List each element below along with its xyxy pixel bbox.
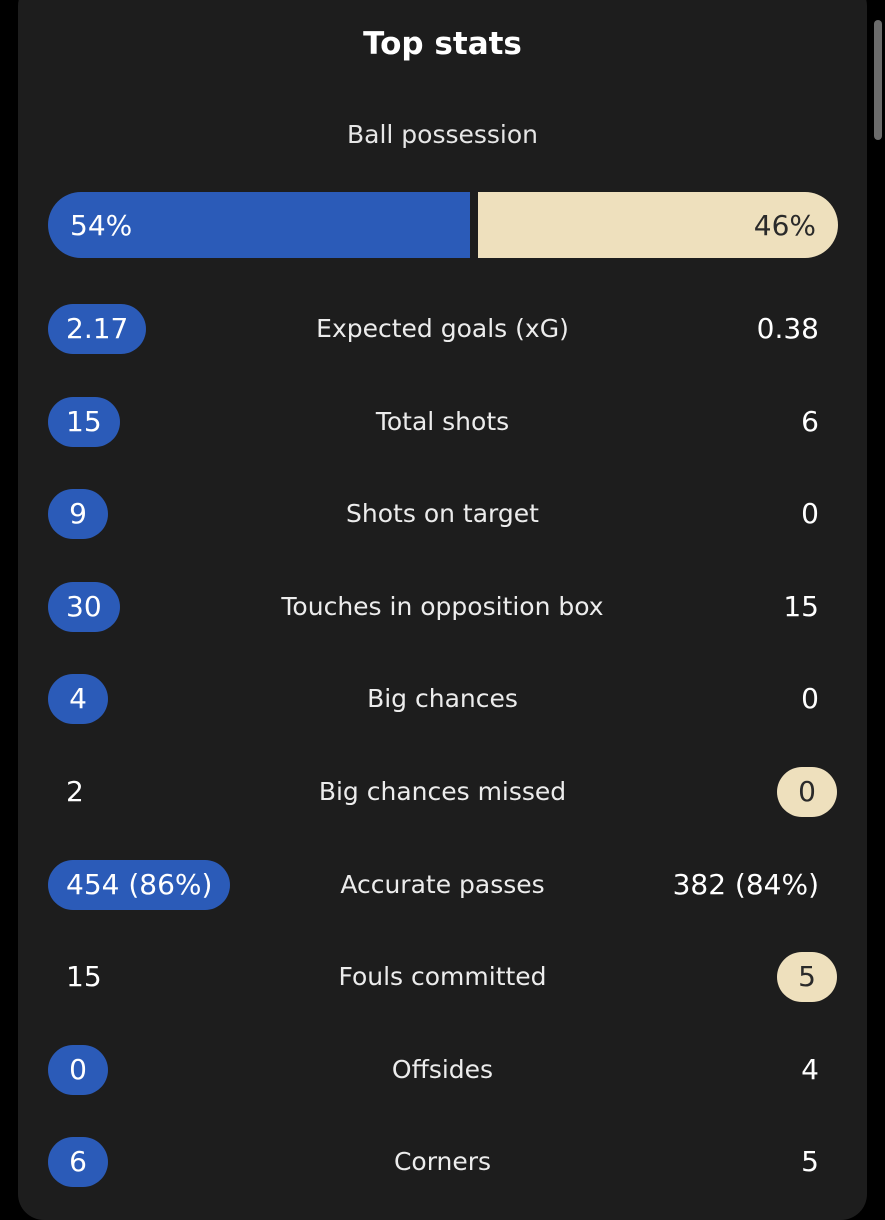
scrollbar[interactable] [874,20,882,140]
stat-home-value: 2.17 [48,304,147,354]
stat-label: Corners [393,1147,492,1176]
stat-away-value: 15 [783,590,819,623]
stat-away-value: 382 (84%) [672,868,819,901]
possession-away-value: 46% [753,208,816,242]
stat-away-value: 6 [801,405,819,438]
possession-away-segment: 46% [478,192,838,258]
page-title: Top stats [363,26,522,62]
stat-label: Big chances missed [318,777,567,806]
stat-label: Big chances [367,684,518,713]
stat-home-value: 15 [66,960,102,993]
stat-row-big-chances-missed: 2 Big chances missed 0 [0,767,885,817]
stat-row-shots-on-target: 9 Shots on target 0 [0,489,885,539]
stat-label: Fouls committed [338,962,547,991]
stat-home-value: 30 [48,582,120,632]
stat-label: Accurate passes [340,870,545,899]
stat-home-value: 4 [48,674,108,724]
stat-row-touches-box: 30 Touches in opposition box 15 [0,582,885,632]
stat-home-value: 6 [48,1137,108,1187]
stat-away-value: 4 [801,1053,819,1086]
stat-label: Offsides [391,1055,494,1084]
stat-away-value: 0 [801,497,819,530]
possession-home-segment: 54% [48,192,470,258]
stat-away-value: 5 [777,952,837,1002]
stat-away-value: 0 [801,682,819,715]
stat-away-value: 0.38 [756,312,819,345]
stat-row-total-shots: 15 Total shots 6 [0,397,885,447]
stat-home-value: 454 (86%) [48,860,231,910]
stat-label: Expected goals (xG) [316,314,569,343]
stat-row-fouls: 15 Fouls committed 5 [0,952,885,1002]
stat-home-value: 9 [48,489,108,539]
stat-label: Total shots [375,407,510,436]
stat-home-value: 0 [48,1045,108,1095]
stat-row-big-chances: 4 Big chances 0 [0,674,885,724]
stat-row-accurate-passes: 454 (86%) Accurate passes 382 (84%) [0,860,885,910]
stat-label: Touches in opposition box [281,592,604,621]
stat-row-xg: 2.17 Expected goals (xG) 0.38 [0,304,885,354]
stat-away-value: 0 [777,767,837,817]
stat-row-corners: 6 Corners 5 [0,1137,885,1187]
stat-label: Shots on target [346,499,539,528]
stat-home-value: 15 [48,397,120,447]
stat-home-value: 2 [66,775,84,808]
possession-label: Ball possession [346,120,539,149]
possession-bar: 54% 46% [48,192,838,258]
possession-home-value: 54% [70,208,133,242]
stat-row-offsides: 0 Offsides 4 [0,1045,885,1095]
stat-away-value: 5 [801,1145,819,1178]
